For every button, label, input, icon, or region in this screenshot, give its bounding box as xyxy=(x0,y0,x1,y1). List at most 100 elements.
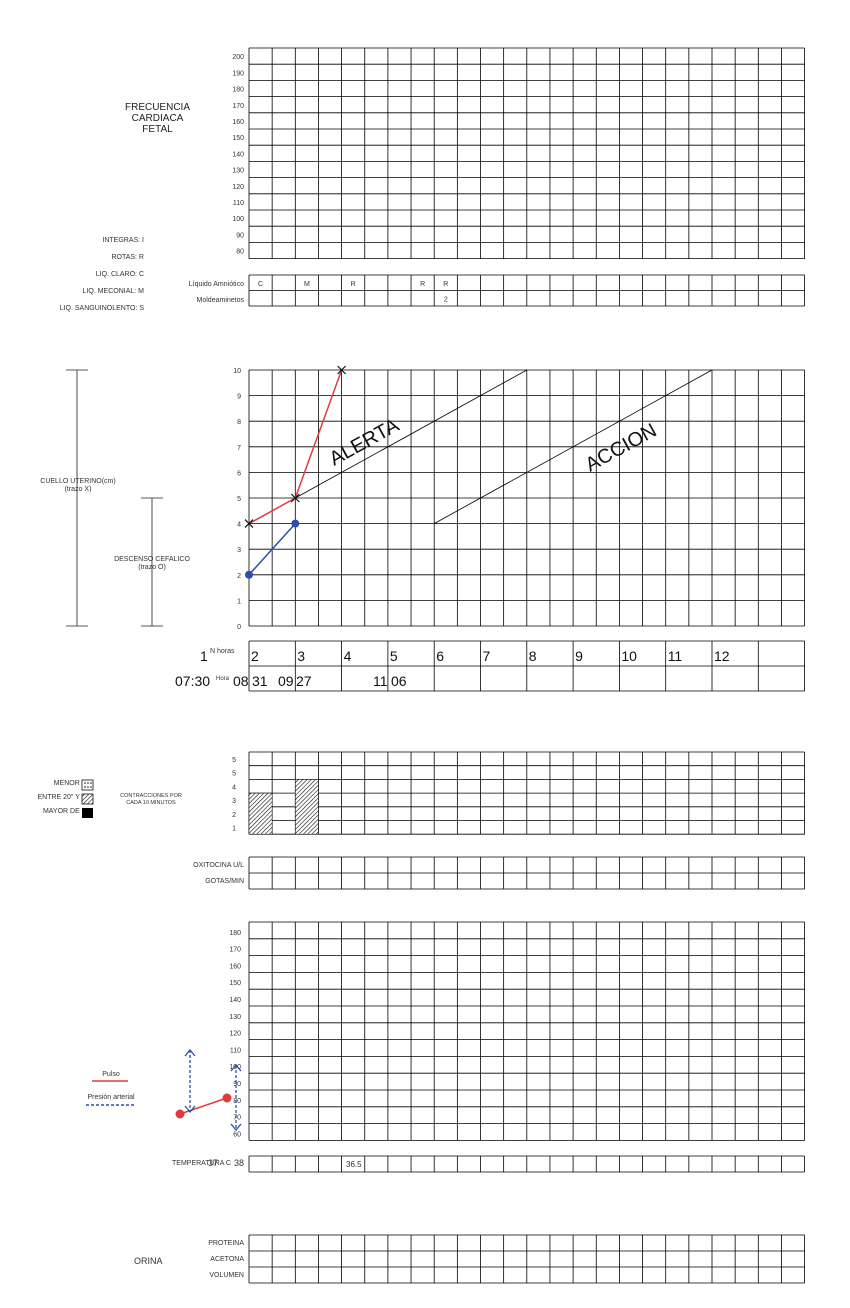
vitals-tick: 90 xyxy=(233,1081,241,1088)
fhr-title-line: FRECUENCIA xyxy=(124,102,190,113)
descent-point xyxy=(291,519,300,528)
amniotic-cell: C xyxy=(258,281,263,288)
bp-arrow-head xyxy=(184,1048,196,1057)
vitals-tick: 130 xyxy=(229,1014,241,1021)
vitals-grid xyxy=(248,921,805,1141)
hour-number: 2 xyxy=(251,648,259,664)
vitals-tick: 110 xyxy=(230,1047,241,1054)
swatch-dot xyxy=(87,786,89,788)
fhr-title: FRECUENCIA CARDIACA FETAL xyxy=(105,102,210,135)
temperature-overlap: 37 xyxy=(208,1158,219,1168)
urine-acetona: ACETONA xyxy=(210,1256,244,1263)
amniotic-cell: R xyxy=(420,281,425,288)
contractions-grid xyxy=(248,751,805,835)
vitals-tick: 180 xyxy=(229,930,241,937)
oxytocin-label: OXITOCINA U/L xyxy=(193,862,244,869)
hour-time: 07:30 xyxy=(175,673,210,689)
hour-number: 5 xyxy=(390,648,398,664)
contraction-tick: 2 xyxy=(232,812,236,819)
urine-proteina: PROTEINA xyxy=(208,1240,244,1247)
legend-item: LIQ. MECONIAL: M xyxy=(82,288,144,295)
hour-number: 11 xyxy=(668,648,683,664)
cervix-point xyxy=(337,365,347,375)
hour-number: 10 xyxy=(621,648,637,664)
hora-row-label: Hora xyxy=(216,676,230,682)
molding-label: Moldeaminetos xyxy=(196,297,244,304)
vitals-tick: 70 xyxy=(233,1115,241,1122)
hour-time: 27 xyxy=(296,673,312,689)
contraction-legend: MENOR 20" ENTRE 20" Y 40" MAYOR DE 40" xyxy=(20,780,92,822)
hour-number: 4 xyxy=(344,648,352,664)
partograph-tick: 7 xyxy=(237,445,241,452)
fhr-tick: 160 xyxy=(232,119,244,126)
amniotic-cell: R xyxy=(351,281,356,288)
legend-long: MAYOR DE 40" xyxy=(42,808,92,815)
bp-reading xyxy=(230,1063,242,1132)
pulse-label: Pulso xyxy=(102,1071,120,1078)
amniotic-cell: R xyxy=(443,281,448,288)
amniotic-grid xyxy=(248,274,805,307)
fhr-title-line: CARDIACA xyxy=(131,113,184,124)
temperature-value-a: 38 xyxy=(234,1158,245,1168)
cervix-point-stroke xyxy=(337,365,347,375)
hour-time: 08 xyxy=(233,673,249,689)
hour-row-label: N horas xyxy=(210,648,235,655)
bp-arrow-head xyxy=(230,1123,242,1132)
cervix-point-stroke xyxy=(290,493,300,503)
urine-volumen: VOLUMEN xyxy=(209,1272,244,1279)
hour-number: 1 xyxy=(200,648,208,664)
cervix-point xyxy=(244,519,254,529)
swatch-dot xyxy=(84,786,86,788)
contraction-tick: 1 xyxy=(232,826,236,833)
partograph-tick: 5 xyxy=(237,496,241,503)
hour-time: 06 xyxy=(391,673,407,689)
action-text: ACCION xyxy=(582,419,661,476)
fhr-tick: 180 xyxy=(232,87,244,94)
hour-number: 7 xyxy=(483,648,491,664)
hour-number: 3 xyxy=(297,648,305,664)
partograph-grid xyxy=(248,369,805,627)
descent-bracket xyxy=(141,497,163,627)
partograph-tick: 8 xyxy=(237,419,241,426)
fhr-title-line: FETAL xyxy=(142,124,173,135)
alert-line xyxy=(295,369,527,499)
contraction-tick: 3 xyxy=(232,798,236,805)
molding-cell: 2 xyxy=(444,297,448,304)
cervix-point-stroke xyxy=(244,519,254,529)
vitals-tick: 170 xyxy=(229,947,241,954)
partograph-tick: 0 xyxy=(237,624,241,631)
drops-label: GOTAS/MIN xyxy=(205,878,244,885)
fhr-tick: 150 xyxy=(232,135,244,142)
fhr-tick: 190 xyxy=(232,70,244,77)
bp-label: Presión arterial xyxy=(87,1094,135,1101)
contraction-label-line: CADA 10 MINUTOS xyxy=(126,800,176,806)
descent-point xyxy=(245,570,253,579)
legend-item: INTEGRAS: I xyxy=(102,237,144,244)
contraction-tick: 5 xyxy=(232,771,236,778)
hour-number: 9 xyxy=(575,648,583,664)
pulse-trace xyxy=(179,1097,228,1115)
legend-item: ROTAS: R xyxy=(111,254,144,261)
partograph-tick: 10 xyxy=(233,368,241,375)
oxytocin-grid xyxy=(248,856,805,890)
urine-grid xyxy=(248,1234,805,1284)
cervix-bracket xyxy=(66,369,88,627)
temperature-value-b: 36.5 xyxy=(346,1160,362,1169)
cervix-label-line: CUELLO UTERINO(cm) xyxy=(40,478,116,485)
vitals-tick: 80 xyxy=(233,1098,241,1105)
contraction-label: CONTRACCIONES POR CADA 10 MINUTOS xyxy=(100,793,202,807)
fhr-tick: 140 xyxy=(232,151,244,158)
hour-time: 11 xyxy=(373,673,388,689)
vitals-tick: 120 xyxy=(229,1031,241,1038)
temperature-label: TEMPERATURA C xyxy=(172,1160,231,1167)
hour-number: 12 xyxy=(714,648,730,664)
legend-item: LIQ. CLARO: C xyxy=(95,271,144,278)
partograph-tick: 4 xyxy=(237,522,241,529)
partograph-tick: 2 xyxy=(237,573,241,580)
legend-medium: ENTRE 20" Y 40" xyxy=(37,794,92,801)
swatch-dot xyxy=(90,782,92,784)
bp-arrow-head xyxy=(230,1063,242,1072)
pulse-point xyxy=(222,1093,232,1103)
